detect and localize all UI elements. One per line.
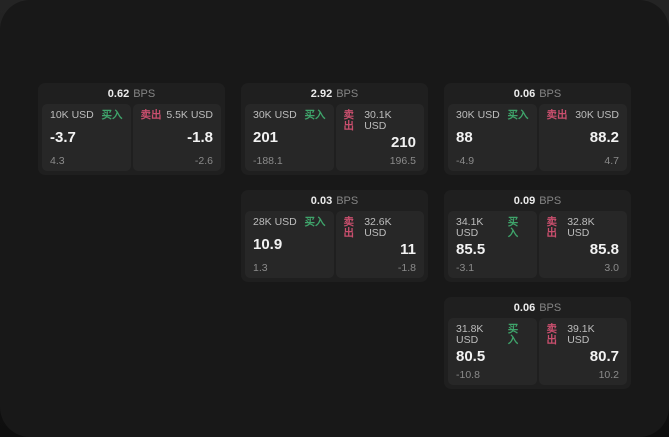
sell-delta: 10.2 xyxy=(598,368,619,381)
buy-price: 85.5 xyxy=(456,241,486,258)
buy-price: 80.5 xyxy=(456,348,486,365)
buy-price: -3.7 xyxy=(50,128,76,146)
sell-panel[interactable]: 卖出 5.5K USD -1.8 -2.6 xyxy=(132,104,221,171)
bps-card: 0.03 BPS 28K USD 买入 10.9 1.3 卖出 32.6K US… xyxy=(241,190,428,282)
sell-amount-label: 39.1K USD xyxy=(567,323,595,346)
buy-panel[interactable]: 10K USD 买入 -3.7 4.3 xyxy=(42,104,131,171)
sell-delta: 196.5 xyxy=(389,154,416,167)
buy-delta: -4.9 xyxy=(456,154,475,167)
sell-price: 210 xyxy=(390,134,416,151)
buy-price: 10.9 xyxy=(253,235,283,253)
sell-chip: 卖出 xyxy=(546,323,558,346)
sell-price: 88.2 xyxy=(589,128,619,146)
card-header: 0.03 BPS xyxy=(241,190,428,211)
sell-panel[interactable]: 卖出 32.8K USD 85.8 3.0 xyxy=(538,211,627,278)
card-header: 0.06 BPS xyxy=(444,83,631,104)
sell-price: 85.8 xyxy=(589,241,619,258)
buy-chip: 买入 xyxy=(304,109,326,121)
buy-amount-label: 10K USD xyxy=(50,109,94,121)
panels-row: 30K USD 买入 201 -188.1 卖出 30.1K USD 210 1… xyxy=(241,104,428,175)
sell-amount-label: 32.8K USD xyxy=(567,216,595,239)
buy-chip: 买入 xyxy=(101,109,123,121)
sell-price: 11 xyxy=(400,241,416,258)
bps-value: 0.03 xyxy=(310,194,333,207)
bps-value: 0.09 xyxy=(513,194,536,207)
bps-value: 0.62 xyxy=(107,87,130,100)
buy-delta: -188.1 xyxy=(253,154,283,167)
buy-amount-label: 30K USD xyxy=(253,109,297,121)
buy-amount-label: 30K USD xyxy=(456,109,500,121)
sell-amount-label: 30.1K USD xyxy=(364,109,392,132)
bps-card: 0.06 BPS 30K USD 买入 88 -4.9 卖出 30K USD 8… xyxy=(444,83,631,175)
bps-unit: BPS xyxy=(336,194,359,207)
buy-chip: 买入 xyxy=(507,109,529,121)
panels-row: 10K USD 买入 -3.7 4.3 卖出 5.5K USD -1.8 -2.… xyxy=(38,104,225,175)
sell-chip: 卖出 xyxy=(140,109,162,121)
buy-price: 88 xyxy=(456,128,473,146)
buy-panel[interactable]: 31.8K USD 买入 80.5 -10.8 xyxy=(448,318,537,385)
buy-amount-label: 31.8K USD xyxy=(456,323,484,346)
buy-chip: 买入 xyxy=(304,216,326,228)
panels-row: 30K USD 买入 88 -4.9 卖出 30K USD 88.2 4.7 xyxy=(444,104,631,175)
bps-card: 0.09 BPS 34.1K USD 买入 85.5 -3.1 卖出 32.8K… xyxy=(444,190,631,282)
sell-price: -1.8 xyxy=(187,128,213,146)
sell-price: 80.7 xyxy=(589,348,619,365)
sell-chip: 卖出 xyxy=(343,216,355,239)
buy-delta: 4.3 xyxy=(50,154,65,167)
sell-delta: -2.6 xyxy=(194,154,213,167)
sell-panel[interactable]: 卖出 39.1K USD 80.7 10.2 xyxy=(538,318,627,385)
sell-panel[interactable]: 卖出 32.6K USD 11 -1.8 xyxy=(335,211,424,278)
sell-chip: 卖出 xyxy=(546,109,568,121)
sell-delta: 3.0 xyxy=(604,261,619,274)
bps-value: 0.06 xyxy=(513,301,536,314)
bps-value: 2.92 xyxy=(310,87,333,100)
buy-panel[interactable]: 34.1K USD 买入 85.5 -3.1 xyxy=(448,211,537,278)
card-header: 0.06 BPS xyxy=(444,297,631,318)
bps-unit: BPS xyxy=(539,87,562,100)
card-header: 0.62 BPS xyxy=(38,83,225,104)
card-header: 0.09 BPS xyxy=(444,190,631,211)
card-header: 2.92 BPS xyxy=(241,83,428,104)
buy-panel[interactable]: 30K USD 买入 88 -4.9 xyxy=(448,104,537,171)
buy-amount-label: 28K USD xyxy=(253,216,297,228)
sell-chip: 卖出 xyxy=(343,109,355,132)
bps-unit: BPS xyxy=(336,87,359,100)
sell-delta: 4.7 xyxy=(604,154,619,167)
bps-unit: BPS xyxy=(539,194,562,207)
sell-amount-label: 30K USD xyxy=(575,109,619,121)
buy-chip: 买入 xyxy=(507,216,519,239)
bps-value: 0.06 xyxy=(513,87,536,100)
panels-row: 31.8K USD 买入 80.5 -10.8 卖出 39.1K USD 80.… xyxy=(444,318,631,389)
buy-amount-label: 34.1K USD xyxy=(456,216,484,239)
buy-delta: -3.1 xyxy=(456,261,475,274)
sell-amount-label: 32.6K USD xyxy=(364,216,392,239)
bps-card: 2.92 BPS 30K USD 买入 201 -188.1 卖出 30.1K … xyxy=(241,83,428,175)
bps-unit: BPS xyxy=(539,301,562,314)
panels-row: 28K USD 买入 10.9 1.3 卖出 32.6K USD 11 -1.8 xyxy=(241,211,428,282)
bps-unit: BPS xyxy=(133,87,156,100)
buy-panel[interactable]: 28K USD 买入 10.9 1.3 xyxy=(245,211,334,278)
buy-price: 201 xyxy=(253,128,279,146)
sell-panel[interactable]: 卖出 30.1K USD 210 196.5 xyxy=(335,104,424,171)
buy-delta: 1.3 xyxy=(253,261,268,274)
buy-panel[interactable]: 30K USD 买入 201 -188.1 xyxy=(245,104,334,171)
bps-card: 0.06 BPS 31.8K USD 买入 80.5 -10.8 卖出 39.1… xyxy=(444,297,631,389)
bps-card: 0.62 BPS 10K USD 买入 -3.7 4.3 卖出 5.5K USD… xyxy=(38,83,225,175)
buy-delta: -10.8 xyxy=(456,368,480,381)
sell-panel[interactable]: 卖出 30K USD 88.2 4.7 xyxy=(538,104,627,171)
sell-chip: 卖出 xyxy=(546,216,558,239)
panels-row: 34.1K USD 买入 85.5 -3.1 卖出 32.8K USD 85.8… xyxy=(444,211,631,282)
sell-delta: -1.8 xyxy=(397,261,416,274)
buy-chip: 买入 xyxy=(507,323,519,346)
sell-amount-label: 5.5K USD xyxy=(166,109,213,121)
